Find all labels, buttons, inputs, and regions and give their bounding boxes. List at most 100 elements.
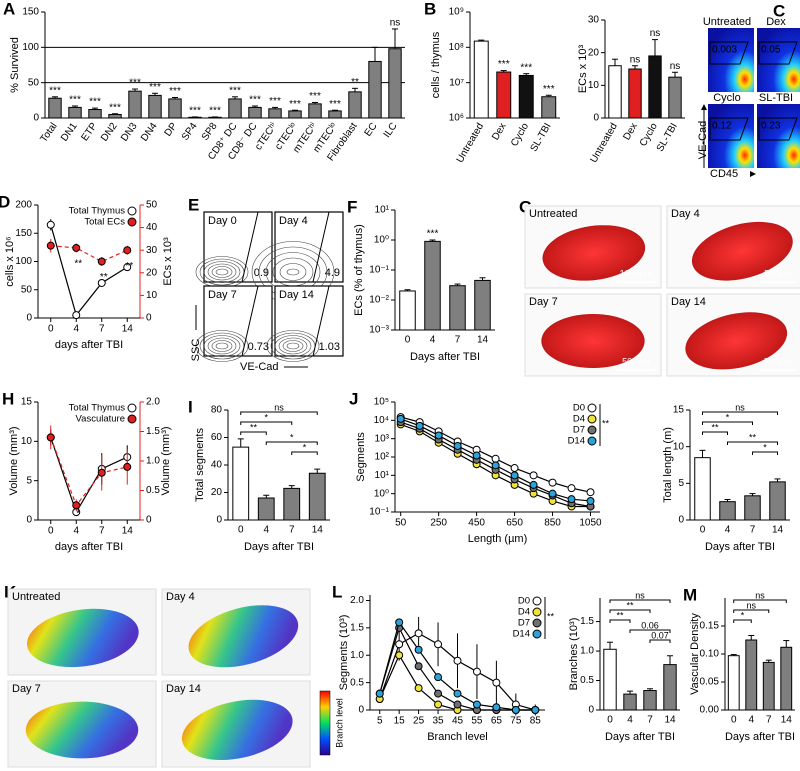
bracket — [265, 441, 318, 445]
x-tick-label: 7 — [99, 526, 105, 537]
bar — [232, 446, 250, 521]
contour — [215, 342, 229, 350]
x-tick-label: DN4 — [139, 121, 160, 144]
tick-label: 1.5 — [146, 426, 160, 437]
tissue — [27, 608, 139, 668]
bar — [780, 646, 793, 711]
colorbar — [319, 690, 331, 756]
panel-label: M — [683, 585, 697, 604]
scale-label: 500µm — [764, 268, 792, 278]
legend-label: D4 — [518, 607, 530, 618]
x-tick-label: 50 — [395, 518, 407, 529]
axis-label: Days after TBI — [410, 351, 480, 363]
panel-title: Day 0 — [208, 215, 237, 227]
axis-label: Length (µm) — [468, 533, 528, 545]
series-line — [50, 437, 128, 514]
tick-label: 10³ — [375, 433, 390, 444]
x-tick-label: 14 — [772, 525, 784, 536]
bracket — [752, 451, 778, 455]
x-tick-label: 7 — [766, 715, 772, 726]
tick-label: 20 — [146, 267, 158, 278]
marker — [529, 480, 538, 489]
contour — [203, 261, 241, 283]
x-tick-label: Total — [38, 121, 59, 145]
bracket — [727, 441, 778, 445]
bar — [148, 94, 162, 119]
bracket — [291, 451, 318, 455]
tick-label: 40 — [146, 222, 158, 233]
bracket-label: * — [290, 432, 294, 442]
gate — [709, 41, 749, 65]
gate-value: 0.73 — [248, 341, 269, 353]
tick-label: 100 — [22, 42, 39, 53]
panel-label: B — [424, 0, 436, 18]
marker — [414, 629, 423, 638]
bar — [727, 655, 740, 711]
marker — [72, 501, 81, 510]
panel-title: Untreated — [703, 16, 751, 28]
panel-title: Cyclo — [713, 92, 741, 104]
axis-label: VE-Cad — [240, 361, 279, 373]
axis-label: ECs (% of thymus) — [353, 224, 365, 316]
legend-marker — [587, 414, 597, 424]
bracket-label: ** — [749, 432, 757, 442]
x-tick-label: 65 — [491, 716, 503, 727]
gate — [241, 211, 259, 283]
significance: *** — [49, 85, 61, 96]
x-tick-label: DP — [163, 121, 180, 139]
significance: *** — [89, 97, 101, 108]
x-tick-label: 4 — [627, 715, 633, 726]
x-tick-label: ETP — [79, 121, 99, 144]
tissue — [541, 313, 645, 369]
x-tick-label: 45 — [452, 716, 464, 727]
tick-label: 150 — [15, 228, 32, 239]
marker — [434, 673, 443, 682]
gate-value: 0.12 — [712, 121, 732, 132]
marker — [46, 241, 55, 250]
axis-label: % Survived — [9, 37, 21, 93]
marker — [492, 678, 501, 687]
tick-label: 2.0 — [350, 595, 364, 606]
contour — [266, 330, 320, 362]
tick-label: 10⁻¹ — [369, 265, 389, 276]
tissue — [542, 225, 646, 281]
gate-value: 0.003 — [712, 45, 737, 56]
x-tick-label: 7 — [647, 715, 653, 726]
bracket — [702, 411, 778, 415]
x-tick-label: 55 — [471, 716, 483, 727]
bar — [424, 240, 441, 331]
bar — [248, 106, 262, 119]
tick-label: 5 — [26, 475, 32, 486]
x-tick-label: 75 — [510, 716, 522, 727]
series-line — [50, 245, 128, 263]
x-tick-label: 14 — [312, 525, 324, 536]
marker — [375, 689, 384, 698]
bar — [694, 457, 711, 521]
tick-label: 40 — [211, 460, 223, 471]
bar — [288, 110, 302, 119]
x-tick-label: 4 — [725, 525, 731, 536]
tick-label: 0 — [593, 113, 599, 124]
legend-marker — [127, 403, 137, 413]
significance: *** — [498, 59, 510, 70]
significance: ** — [125, 261, 133, 272]
bracket-label: ns — [635, 590, 645, 600]
marker — [434, 431, 443, 440]
marker — [434, 700, 443, 709]
panel-label: D — [0, 192, 10, 211]
axis-label: Days after TBI — [605, 731, 675, 743]
panel-title: Untreated — [529, 208, 577, 220]
tick-label: 10 — [673, 441, 685, 452]
panel-label: E — [188, 195, 199, 214]
bar — [762, 661, 775, 711]
contour — [274, 335, 312, 357]
marker — [586, 488, 595, 497]
panel-title: Untreated — [12, 591, 60, 603]
marker — [492, 703, 501, 712]
tick-label: 20 — [211, 487, 223, 498]
bracket-label: ns — [274, 402, 284, 412]
bar — [348, 91, 362, 119]
x-tick-label: Dex — [621, 121, 639, 142]
tick-label: 100 — [15, 256, 32, 267]
tissue — [685, 312, 788, 370]
